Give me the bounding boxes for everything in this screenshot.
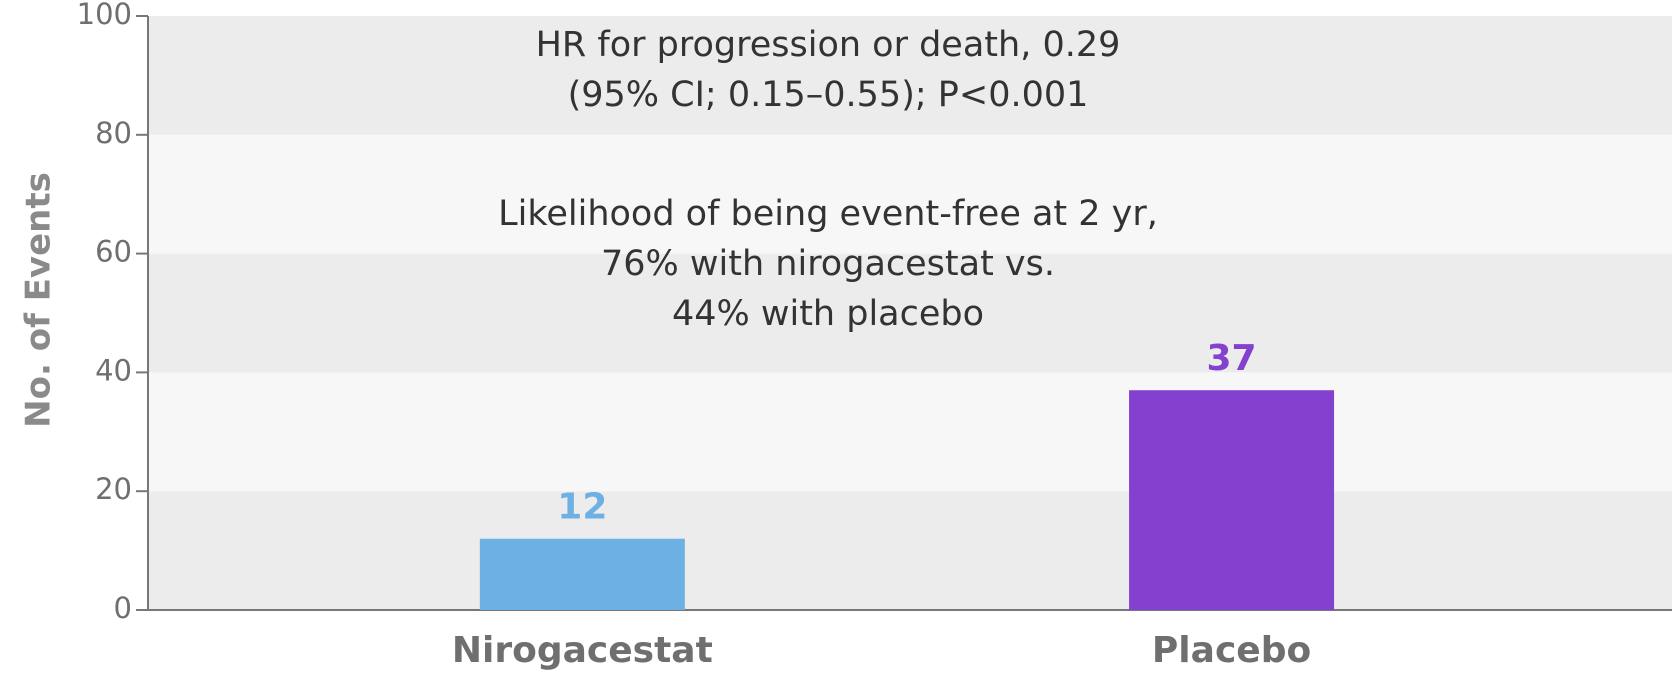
- x-tick-label: Nirogacestat: [452, 630, 713, 671]
- y-tick-label: 80: [95, 116, 132, 150]
- background-band: [148, 491, 1672, 610]
- annotation: HR for progression or death, 0.29: [536, 25, 1121, 65]
- value-label: 37: [1207, 338, 1257, 379]
- annotation: (95% CI; 0.15–0.55); P<0.001: [568, 75, 1089, 115]
- y-tick-label: 100: [77, 0, 132, 31]
- background-band: [148, 253, 1672, 373]
- y-tick-label: 40: [95, 353, 132, 387]
- annotation: Likelihood of being event-free at 2 yr,: [498, 194, 1158, 234]
- y-tick-label: 0: [114, 591, 132, 625]
- x-tick-label: Placebo: [1152, 630, 1311, 671]
- background-band: [148, 16, 1672, 135]
- y-tick-label: 60: [95, 235, 132, 269]
- annotation: 76% with nirogacestat vs.: [601, 244, 1055, 284]
- value-label: 12: [557, 487, 607, 528]
- y-axis-label: No. of Events: [19, 172, 59, 428]
- bar: [1129, 390, 1335, 610]
- background-band: [148, 372, 1672, 492]
- background-band: [148, 134, 1672, 254]
- bar: [479, 538, 685, 610]
- y-tick-label: 20: [95, 472, 132, 506]
- annotation: 44% with placebo: [672, 294, 984, 334]
